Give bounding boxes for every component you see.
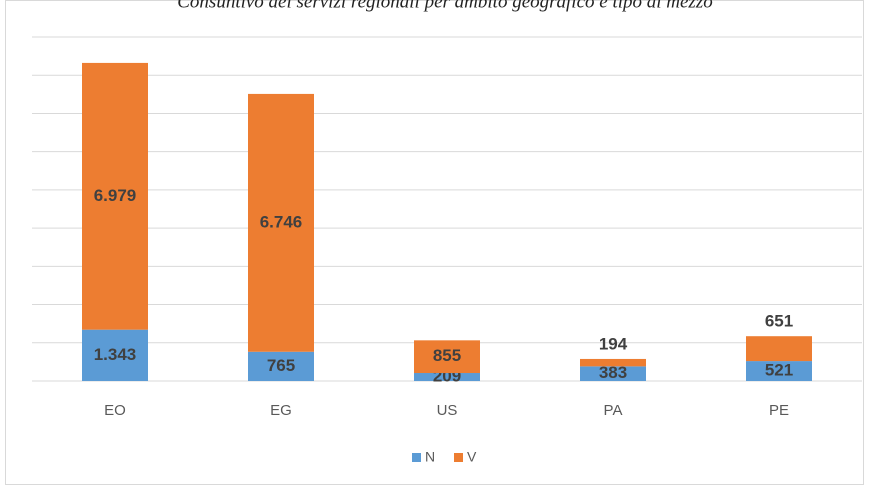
data-label: 6.979 xyxy=(94,186,137,205)
data-label: 383 xyxy=(599,363,627,382)
bar-segment xyxy=(414,373,480,381)
legend-label: N xyxy=(425,449,435,465)
bar-segment xyxy=(414,340,480,374)
bar-segment xyxy=(580,358,646,367)
legend-swatch xyxy=(412,453,421,462)
chart-frame xyxy=(5,0,864,485)
x-tick-label: PE xyxy=(769,402,789,419)
bar-segment xyxy=(248,93,314,352)
bar-segment xyxy=(82,62,148,330)
x-tick-label: EO xyxy=(104,402,126,419)
bar-segment xyxy=(82,329,148,381)
data-label: 765 xyxy=(267,356,295,375)
x-tick-label: PA xyxy=(604,402,623,419)
bar-segment xyxy=(746,361,812,381)
bar-segment xyxy=(580,366,646,381)
x-tick-label: EG xyxy=(270,402,292,419)
chart-title: Consuntivo dei servizi regionali per amb… xyxy=(177,0,712,12)
bar-segment xyxy=(746,336,812,362)
data-label: 651 xyxy=(765,312,793,331)
bar-segment xyxy=(248,351,314,381)
data-label: 1.343 xyxy=(94,345,137,364)
data-label: 194 xyxy=(599,334,628,353)
data-label: 521 xyxy=(765,361,793,380)
legend-label: V xyxy=(467,449,477,465)
data-label: 6.746 xyxy=(260,212,303,231)
data-label: 855 xyxy=(433,346,461,365)
x-tick-label: US xyxy=(437,402,458,419)
legend-swatch xyxy=(454,453,463,462)
